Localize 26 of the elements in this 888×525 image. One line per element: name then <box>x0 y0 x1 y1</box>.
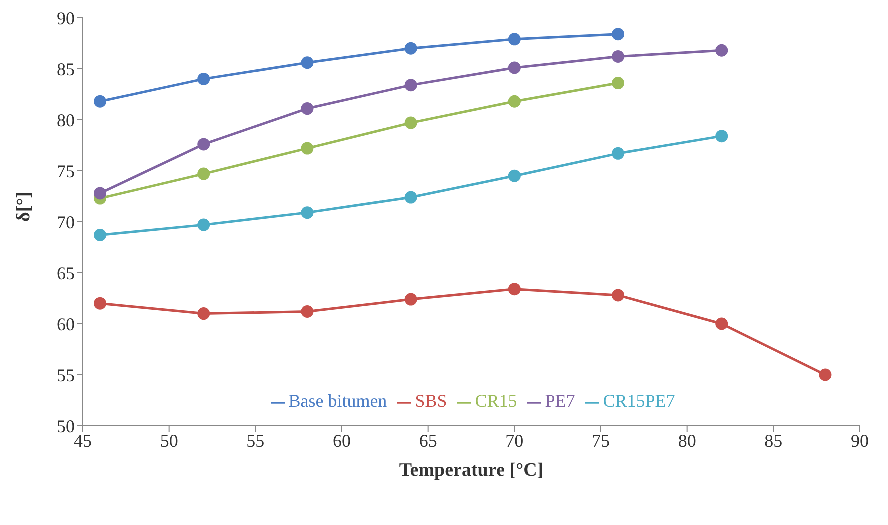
x-tick-label: 65 <box>419 430 438 451</box>
y-tick-label: 90 <box>57 8 75 28</box>
legend-label: CR15PE7 <box>603 391 676 411</box>
legend-label: CR15 <box>475 391 518 411</box>
x-tick-label: 50 <box>160 430 178 451</box>
y-tick-label: 65 <box>57 263 75 284</box>
y-tick-label: 80 <box>57 110 75 130</box>
y-axis-title: δ[°] <box>14 192 35 222</box>
x-tick-label: 75 <box>592 430 610 451</box>
y-tick-label: 60 <box>57 314 75 334</box>
x-tick-label: 60 <box>333 430 351 451</box>
y-tick-label: 55 <box>57 365 75 386</box>
x-tick-label: 90 <box>851 430 869 451</box>
y-tick-label: 75 <box>57 161 75 182</box>
x-tick-label: 85 <box>764 430 783 451</box>
legend-label: SBS <box>415 391 448 411</box>
y-tick-label: 70 <box>57 212 75 232</box>
legend-label: Base bitumen <box>288 391 388 411</box>
legend-label: PE7 <box>545 391 576 411</box>
x-tick-label: 55 <box>246 430 265 451</box>
x-tick-label: 45 <box>74 430 92 451</box>
y-tick-label: 85 <box>57 59 75 80</box>
x-tick-label: 70 <box>506 430 524 451</box>
y-tick-label: 50 <box>57 416 75 436</box>
x-tick-label: 80 <box>678 430 696 451</box>
x-axis-title: Temperature [°C] <box>399 460 544 481</box>
